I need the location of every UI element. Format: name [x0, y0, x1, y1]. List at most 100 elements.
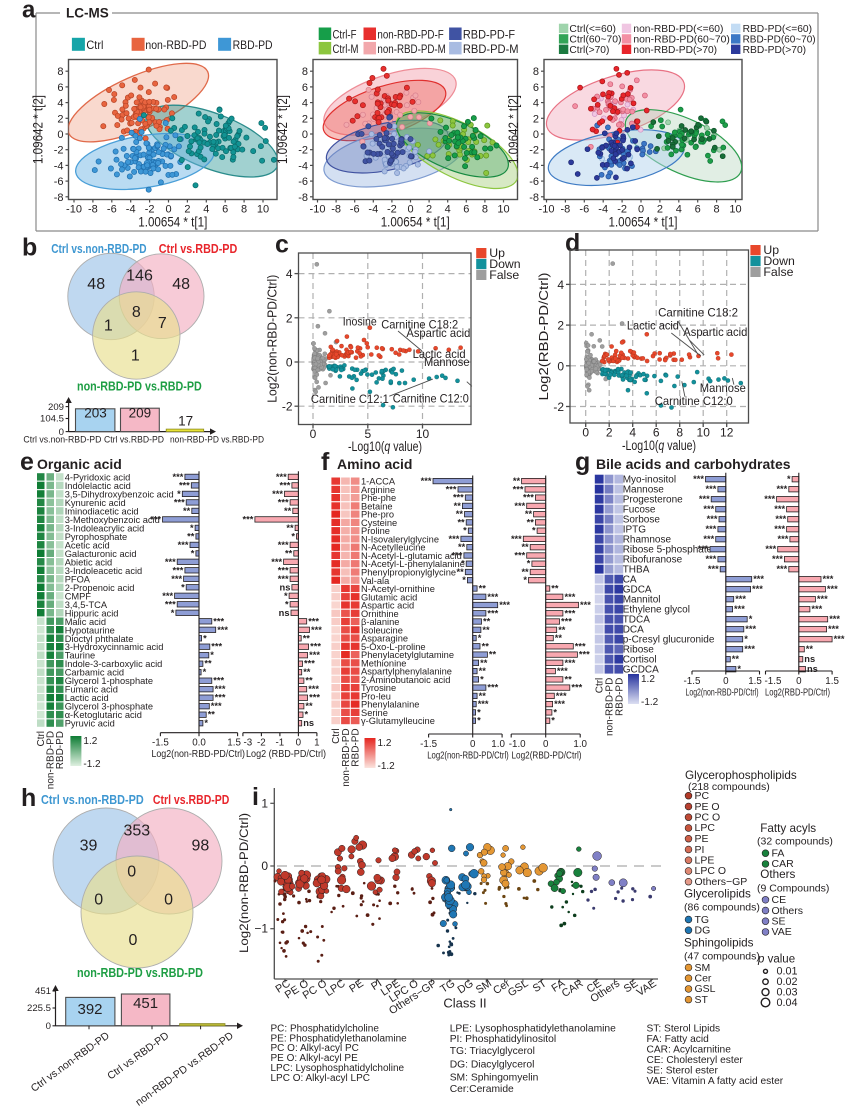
svg-text:3-Indoleacrylic acid: 3-Indoleacrylic acid	[65, 523, 145, 533]
svg-text:***: ***	[557, 666, 568, 676]
svg-text:Class II: Class II	[443, 995, 486, 1010]
svg-text:***: ***	[734, 604, 745, 614]
svg-text:**: **	[454, 501, 462, 511]
svg-text:RBD-PD: RBD-PD	[55, 731, 66, 769]
svg-text:GSL: GSL	[695, 983, 716, 995]
svg-text:PFOA: PFOA	[65, 574, 91, 584]
svg-text:6: 6	[695, 204, 701, 216]
svg-text:*: *	[210, 650, 214, 660]
svg-text:VAE: VAE	[772, 926, 792, 938]
svg-text:3,5-Dihydroxybenzoic acid: 3,5-Dihydroxybenzoic acid	[65, 489, 174, 499]
svg-text:10: 10	[257, 204, 269, 216]
svg-text:d: d	[565, 229, 580, 257]
svg-text:CE: Cholesteryl ester: CE: Cholesteryl ester	[647, 1055, 744, 1066]
svg-text:Ctrl vs.non-RBD-PD: Ctrl vs.non-RBD-PD	[51, 242, 146, 256]
svg-text:-6: -6	[529, 176, 539, 188]
svg-text:Carnitine C12:0: Carnitine C12:0	[655, 395, 733, 408]
svg-text:***: ***	[514, 501, 525, 511]
svg-text:*: *	[190, 523, 194, 533]
svg-text:***: ***	[449, 534, 460, 544]
svg-text:***: ***	[823, 574, 834, 584]
svg-text:*: *	[523, 575, 527, 585]
svg-text:-2: -2	[617, 204, 627, 216]
svg-text:1.5: 1.5	[227, 738, 241, 749]
svg-text:Rhamnose: Rhamnose	[623, 535, 672, 546]
svg-text:-4: -4	[529, 160, 539, 172]
svg-text:N-Isovalerylglycine: N-Isovalerylglycine	[361, 535, 439, 545]
svg-text:***: ***	[707, 514, 718, 524]
svg-text:Down: Down	[763, 254, 795, 268]
svg-text:Cysteine: Cysteine	[361, 518, 397, 528]
svg-text:ns: ns	[804, 654, 815, 664]
svg-text:Carnitine C18:2: Carnitine C18:2	[658, 307, 738, 320]
svg-text:non-RBD-PD: non-RBD-PD	[145, 39, 206, 52]
svg-text:Pyrophosphate: Pyrophosphate	[65, 532, 128, 542]
svg-text:***: ***	[310, 642, 321, 652]
svg-text:Mannose: Mannose	[424, 356, 470, 369]
svg-text:GCDCA: GCDCA	[623, 665, 659, 676]
svg-text:c: c	[275, 231, 289, 259]
svg-text:-4: -4	[54, 160, 64, 172]
svg-text:***: ***	[278, 574, 289, 584]
svg-text:RBD-PD-M: RBD-PD-M	[463, 44, 519, 56]
svg-text:***: ***	[575, 641, 586, 651]
svg-text:Phe-pro: Phe-pro	[361, 510, 394, 520]
svg-text:7: 7	[158, 315, 167, 332]
svg-text:-6: -6	[107, 204, 117, 216]
svg-text:***: ***	[744, 644, 755, 654]
svg-text:**: **	[183, 506, 191, 516]
svg-text:**: **	[482, 641, 490, 651]
svg-text:98: 98	[192, 837, 210, 854]
svg-text:0: 0	[310, 427, 317, 441]
svg-text:6: 6	[57, 82, 63, 94]
svg-text:Lactic acid: Lactic acid	[627, 320, 679, 333]
svg-text:PE: PE	[695, 833, 709, 845]
svg-text:VAE: Vitamin A fatty acid este: VAE: Vitamin A fatty acid ester	[647, 1076, 784, 1087]
svg-text:β-alanine: β-alanine	[361, 617, 399, 627]
svg-text:2-Propenoic acid: 2-Propenoic acid	[65, 583, 135, 593]
svg-text:203: 203	[84, 406, 107, 421]
svg-text:104.5: 104.5	[40, 414, 64, 425]
svg-text:Aspartylphenylalanine: Aspartylphenylalanine	[361, 667, 452, 677]
svg-text:***: ***	[271, 557, 282, 567]
svg-text:0: 0	[129, 932, 138, 949]
svg-text:***: ***	[309, 650, 320, 660]
svg-text:**: **	[551, 584, 559, 594]
svg-text:***: ***	[706, 554, 717, 564]
svg-text:***: ***	[211, 701, 222, 711]
svg-text:RBD-PD(<=60): RBD-PD(<=60)	[743, 24, 812, 35]
svg-text:Ctrl: Ctrl	[595, 678, 606, 694]
svg-text:−1: −1	[254, 922, 268, 936]
svg-text:Indolelactic acid: Indolelactic acid	[65, 481, 131, 491]
svg-text:1.00654 * t[1]: 1.00654 * t[1]	[138, 215, 207, 230]
svg-text:***: ***	[487, 608, 498, 618]
svg-text:*: *	[480, 674, 484, 684]
svg-text:0: 0	[533, 129, 539, 141]
svg-text:0.02: 0.02	[777, 976, 798, 988]
svg-text:Aspartic acid: Aspartic acid	[361, 601, 414, 611]
svg-text:-8: -8	[561, 204, 571, 216]
svg-text:FA: FA	[772, 848, 785, 860]
svg-text:Ctrl(60~70): Ctrl(60~70)	[569, 34, 621, 45]
svg-text:Ribose 5-phosphate: Ribose 5-phosphate	[623, 545, 713, 556]
svg-text:10: 10	[729, 204, 741, 216]
svg-text:Carnitine C12:0: Carnitine C12:0	[393, 393, 469, 406]
svg-text:***: ***	[217, 625, 228, 635]
svg-text:***: ***	[775, 514, 786, 524]
svg-text:146: 146	[126, 267, 153, 284]
svg-text:*: *	[787, 474, 791, 484]
svg-text:Ctrl vs.non-RBD-PD: Ctrl vs.non-RBD-PD	[41, 793, 144, 807]
svg-text:***: ***	[278, 565, 289, 575]
svg-text:Log2(non-RBD-PD/Ctrl): Log2(non-RBD-PD/Ctrl)	[427, 751, 509, 762]
svg-text:4: 4	[203, 204, 209, 216]
svg-text:3,4,5-TCA: 3,4,5-TCA	[65, 600, 108, 610]
svg-text:Glycerophospholipids: Glycerophospholipids	[685, 769, 797, 782]
svg-text:Mannitol: Mannitol	[623, 595, 661, 606]
svg-text:***: ***	[211, 642, 222, 652]
svg-text:Malic acid: Malic acid	[65, 617, 106, 627]
svg-text:Ctrl vs.RBD-PD: Ctrl vs.RBD-PD	[153, 793, 230, 807]
svg-text:-2: -2	[298, 145, 308, 157]
svg-text:**: **	[458, 542, 466, 552]
svg-text:Isoleucine: Isoleucine	[361, 625, 403, 635]
svg-text:8: 8	[714, 204, 720, 216]
